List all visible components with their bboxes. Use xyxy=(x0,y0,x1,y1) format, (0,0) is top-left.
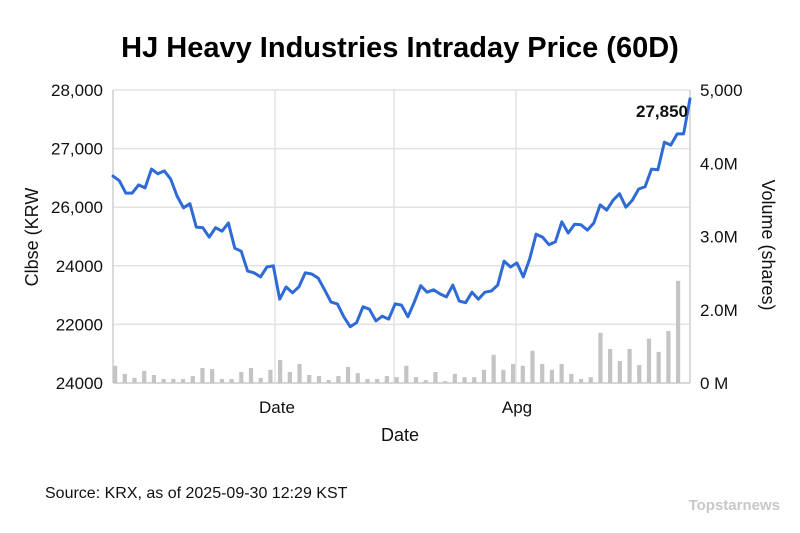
volume-bar xyxy=(171,378,176,383)
volume-bar xyxy=(452,373,457,383)
y2-axis-title: Volume (shares) xyxy=(758,179,778,310)
y-tick-label: 22000 xyxy=(56,315,103,334)
volume-bar xyxy=(113,365,118,383)
volume-bar xyxy=(268,369,273,383)
volume-bar xyxy=(384,376,389,383)
chart-title: HJ Heavy Industries Intraday Price (60D) xyxy=(121,32,679,64)
volume-bar xyxy=(297,363,302,383)
volume-bar xyxy=(239,372,244,383)
volume-bar xyxy=(656,351,661,383)
watermark: Topstarnews xyxy=(689,497,780,514)
volume-bar xyxy=(287,372,292,383)
volume-bar xyxy=(510,363,516,383)
volume-bar xyxy=(588,377,593,383)
source-note: Source: KRX, as of 2025-09-30 12:29 KST xyxy=(45,485,348,502)
y-tick-label: 26,000 xyxy=(51,198,103,217)
volume-bar xyxy=(578,378,584,383)
volume-bar xyxy=(326,380,331,383)
volume-bar xyxy=(161,378,166,383)
volume-bar xyxy=(316,376,322,383)
volume-bar xyxy=(355,373,360,383)
x-axis-title: Date xyxy=(381,425,419,445)
volume-bar xyxy=(569,373,574,383)
y-tick-label: 27,000 xyxy=(51,140,103,159)
y-tick-label: 28,000 xyxy=(51,81,103,100)
volume-bar xyxy=(210,369,215,383)
volume-bar xyxy=(307,374,312,383)
price-line xyxy=(111,97,692,329)
volume-bar xyxy=(676,280,681,383)
x-tick-label: Date xyxy=(259,398,295,417)
volume-bar xyxy=(598,332,603,383)
volume-bar xyxy=(278,359,283,383)
volume-bar xyxy=(491,354,496,383)
volume-bar xyxy=(627,348,632,383)
volume-bar xyxy=(608,348,613,383)
y2-tick-label: 3.0M xyxy=(700,228,738,247)
volume-bar xyxy=(122,373,127,383)
volume-bar xyxy=(530,350,535,383)
volume-bar xyxy=(423,380,428,383)
volume-bar xyxy=(637,365,642,383)
volume-bar xyxy=(549,369,555,383)
volume-bar xyxy=(646,338,652,383)
volume-bar xyxy=(132,377,137,383)
volume-bar xyxy=(248,367,254,383)
volume-bar xyxy=(200,367,205,383)
y2-tick-label: 2.0M xyxy=(700,301,738,320)
volume-bar xyxy=(472,377,477,383)
volume-bar xyxy=(540,363,545,383)
volume-bar xyxy=(559,363,564,383)
volume-bar xyxy=(365,378,370,383)
volume-bar xyxy=(219,378,224,383)
volume-bar xyxy=(520,365,525,383)
y-axis-ticks: 28,000 27,000 26,000 24000 22000 24000 xyxy=(51,81,103,393)
volume-bar xyxy=(666,330,671,383)
y2-tick-label: 4.0M xyxy=(700,154,738,173)
volume-bar xyxy=(258,377,263,383)
x-tick-label: Apg xyxy=(502,398,532,417)
y-tick-label: 24000 xyxy=(56,257,103,276)
volume-bar xyxy=(443,381,448,383)
y2-tick-label: 5,000 xyxy=(700,81,743,100)
y2-tick-label: 0 M xyxy=(700,374,728,393)
volume-bar xyxy=(501,369,506,383)
y2-axis-ticks: 5,000 4.0M 3.0M 2.0M 0 M xyxy=(700,81,743,393)
volume-bar xyxy=(229,378,234,383)
volume-bar xyxy=(394,377,399,383)
y-axis-title: Clbse (KRW xyxy=(22,188,42,287)
volume-bar xyxy=(345,366,351,383)
volume-bar xyxy=(336,376,341,383)
volume-bar xyxy=(404,365,409,383)
volume-bar xyxy=(142,370,147,383)
y-tick-label: 24000 xyxy=(56,374,103,393)
volume-bar xyxy=(413,377,419,383)
volume-bar xyxy=(481,369,487,383)
gridlines xyxy=(112,89,691,384)
last-value-label: 27,850 xyxy=(636,102,688,121)
volume-bar xyxy=(151,374,157,383)
volume-bar xyxy=(180,378,186,383)
volume-bar xyxy=(462,377,467,383)
volume-bar xyxy=(433,372,438,383)
volume-bars xyxy=(113,280,681,383)
volume-bar xyxy=(617,361,622,383)
volume-bar xyxy=(190,376,195,383)
volume-bar xyxy=(375,378,380,383)
